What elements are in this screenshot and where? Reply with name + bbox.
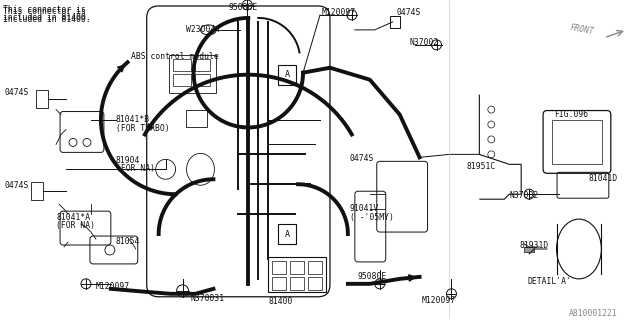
- Text: included in 81400.: included in 81400.: [3, 13, 91, 22]
- Text: (FOR TURBO): (FOR TURBO): [116, 124, 170, 133]
- Bar: [272, 261, 286, 274]
- Bar: [552, 119, 602, 164]
- Text: 81400: 81400: [268, 297, 292, 306]
- Text: 95080E: 95080E: [358, 272, 387, 281]
- Bar: [168, 55, 216, 92]
- Text: 81041D: 81041D: [589, 174, 618, 183]
- Text: This connector is: This connector is: [3, 7, 86, 16]
- Text: 81041*A: 81041*A: [56, 213, 90, 222]
- Bar: [278, 65, 296, 85]
- Text: 0474S: 0474S: [4, 181, 29, 190]
- Text: A: A: [285, 229, 290, 238]
- Bar: [278, 224, 296, 244]
- Text: 81041*B: 81041*B: [116, 115, 150, 124]
- Text: (FOR NA): (FOR NA): [56, 221, 95, 230]
- Text: 81951C: 81951C: [467, 162, 495, 171]
- Bar: [290, 277, 304, 290]
- Text: included in 81400.: included in 81400.: [3, 15, 91, 24]
- Text: 95080E: 95080E: [228, 3, 258, 12]
- Bar: [195, 74, 211, 86]
- Bar: [290, 261, 304, 274]
- Text: A810001221: A810001221: [569, 309, 618, 318]
- Text: FIG.096: FIG.096: [554, 109, 588, 118]
- Text: N37002: N37002: [509, 191, 538, 200]
- Bar: [173, 59, 191, 71]
- Text: 0474S: 0474S: [397, 8, 421, 17]
- Text: N370031: N370031: [191, 294, 225, 303]
- Text: A: A: [285, 70, 290, 79]
- Text: W230044: W230044: [186, 25, 220, 34]
- Bar: [308, 277, 322, 290]
- Text: M120097: M120097: [322, 8, 356, 17]
- Text: DETAIL'A': DETAIL'A': [527, 277, 571, 286]
- Text: This connector is: This connector is: [3, 5, 86, 14]
- Bar: [308, 261, 322, 274]
- Text: 81931D: 81931D: [519, 241, 548, 250]
- Text: 91041V: 91041V: [350, 204, 379, 213]
- Bar: [186, 109, 207, 127]
- Text: 0474S: 0474S: [4, 88, 29, 97]
- Text: M120097: M120097: [96, 282, 130, 291]
- Text: 0474S: 0474S: [350, 154, 374, 164]
- Text: ( -'05MY): ( -'05MY): [350, 213, 394, 222]
- Text: 81054: 81054: [116, 237, 140, 246]
- Bar: [173, 74, 191, 86]
- Bar: [268, 257, 326, 292]
- Bar: [524, 247, 534, 252]
- Text: M120097: M120097: [422, 296, 456, 305]
- Bar: [390, 16, 399, 28]
- Bar: [31, 182, 43, 200]
- Text: N37002: N37002: [410, 38, 439, 47]
- Bar: [195, 59, 211, 71]
- Text: FRONT: FRONT: [569, 23, 595, 36]
- Text: (FOR NA): (FOR NA): [116, 164, 155, 173]
- Bar: [272, 277, 286, 290]
- Text: ABS control module: ABS control module: [131, 52, 218, 61]
- Text: 81904: 81904: [116, 156, 140, 165]
- Bar: [36, 90, 48, 108]
